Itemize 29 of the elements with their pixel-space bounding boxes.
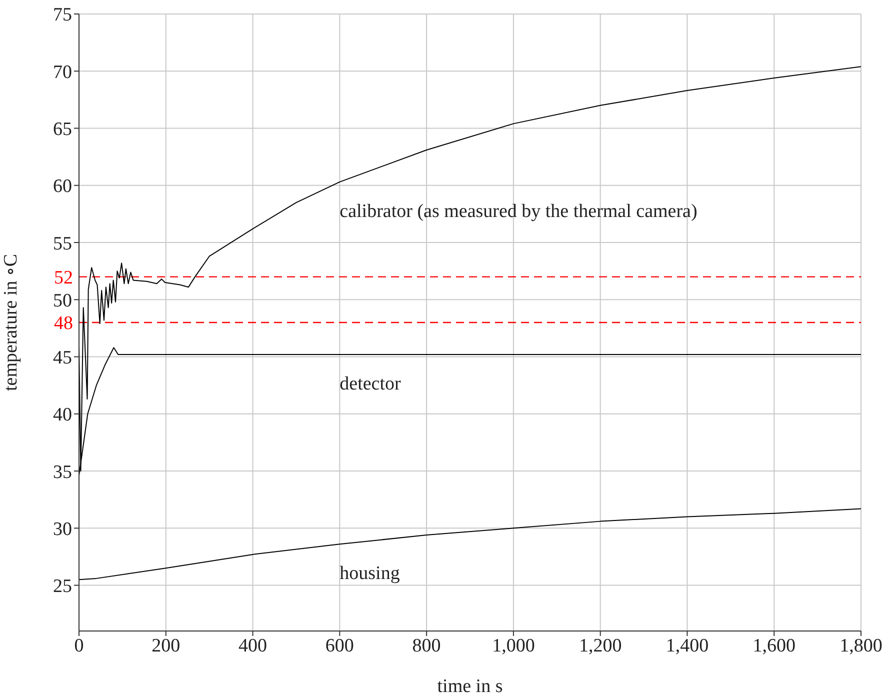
y-tick-label: 75 xyxy=(53,4,72,26)
x-tick-label: 1,200 xyxy=(578,635,622,656)
ref-line-label: 48 xyxy=(54,313,73,334)
x-tick-label: 1,600 xyxy=(752,635,796,656)
line-series xyxy=(79,66,861,472)
x-tick-label: 1,000 xyxy=(492,635,535,656)
y-tick-label: 65 xyxy=(53,119,72,140)
series-label: housing xyxy=(340,562,400,584)
x-axis-title: time in s xyxy=(437,676,503,694)
y-tick-label: 40 xyxy=(53,404,72,426)
y-tick-label: 35 xyxy=(53,462,72,483)
x-tick-label: 200 xyxy=(152,635,180,656)
x-tick-label: 800 xyxy=(412,635,441,656)
y-tick-label: 45 xyxy=(53,348,72,369)
series-label: detector xyxy=(340,373,402,394)
y-tick-label: 50 xyxy=(53,290,72,312)
x-tick-label: 600 xyxy=(325,635,354,656)
x-tick-label: 400 xyxy=(238,635,268,656)
y-tick-label: 70 xyxy=(53,62,72,83)
y-tick-label: 60 xyxy=(53,176,72,198)
x-tick-label: 1,800 xyxy=(840,635,882,656)
y-tick-label: 30 xyxy=(53,518,72,540)
y-tick-label: 25 xyxy=(53,576,72,598)
x-tick-label: 1,400 xyxy=(666,635,709,656)
series-label: calibrator (as measured by the thermal camera) xyxy=(340,200,698,222)
y-tick-label: 55 xyxy=(53,233,72,254)
x-tick-label: 0 xyxy=(74,635,84,656)
ref-line-label: 52 xyxy=(54,268,73,289)
y-axis-title: temperature in ∘C xyxy=(0,254,22,391)
